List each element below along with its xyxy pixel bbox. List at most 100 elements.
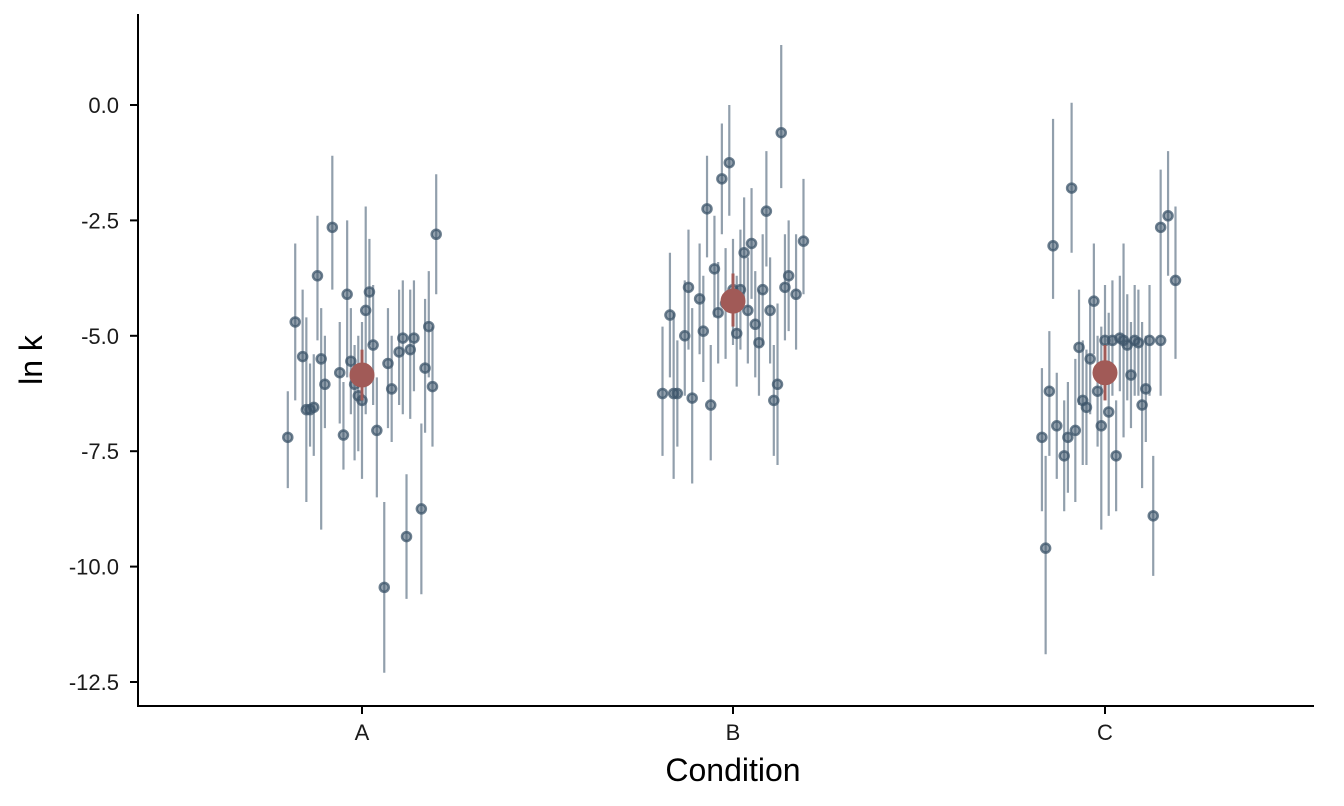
data-point (775, 126, 787, 139)
mean-point (720, 288, 746, 314)
data-point (779, 281, 791, 294)
data-point (1058, 450, 1070, 462)
data-point (712, 306, 724, 319)
data-point (1036, 431, 1048, 444)
data-point (723, 156, 736, 169)
data-point (682, 281, 695, 294)
data-point (742, 304, 754, 317)
data-point (1051, 420, 1063, 432)
data-point (397, 332, 409, 344)
data-point (1039, 542, 1052, 554)
y-tick-label: -7.5 (81, 439, 119, 464)
x-tick-label: C (1097, 720, 1113, 745)
data-point (1154, 334, 1167, 347)
data-point (760, 205, 773, 217)
data-point (430, 228, 442, 240)
data-point (404, 343, 416, 356)
data-point (1169, 274, 1182, 287)
data-point (415, 503, 428, 515)
y-ticks: 0.0 -2.5 -5.0 -7.5 -10.0 -12.5 (69, 93, 138, 695)
data-point (768, 394, 780, 407)
data-point (716, 173, 728, 185)
data-point (363, 286, 376, 298)
data-point (1091, 385, 1104, 397)
data-point (326, 221, 339, 234)
data-point (656, 387, 669, 400)
data-point (782, 270, 795, 282)
data-point (378, 581, 391, 594)
data-point (337, 429, 350, 441)
data-point (756, 283, 769, 296)
data-point (1095, 420, 1108, 432)
data-point (393, 346, 405, 358)
y-tick-label: -2.5 (81, 208, 119, 233)
data-point (289, 316, 301, 328)
data-point (341, 288, 353, 301)
data-point (371, 424, 383, 437)
data-point (385, 383, 398, 395)
data-point (423, 320, 435, 333)
data-point (367, 339, 379, 351)
data-point (797, 235, 810, 247)
data-point (1047, 240, 1059, 252)
data-point (296, 350, 309, 363)
data-point (419, 362, 431, 374)
data-point (1084, 353, 1096, 365)
data-point (1140, 383, 1152, 395)
data-point (1136, 399, 1148, 411)
data-point (311, 270, 324, 282)
data-point (426, 380, 439, 393)
x-tick-label: A (355, 720, 370, 745)
data-point (753, 336, 765, 349)
data-point (315, 353, 327, 365)
data-point (790, 288, 802, 301)
data-point (704, 399, 717, 411)
data-point (408, 332, 420, 344)
data-point (749, 318, 762, 331)
y-axis: 0.0 -2.5 -5.0 -7.5 -10.0 -12.5 (69, 14, 139, 706)
data-point (1154, 221, 1167, 234)
data-point (693, 293, 706, 305)
data-point (771, 378, 784, 391)
x-ticks: A B C (355, 706, 1113, 745)
data-point (686, 392, 698, 404)
mean-point (349, 362, 375, 388)
data-point (679, 330, 691, 342)
data-point (1043, 385, 1056, 397)
y-tick-label: -12.5 (69, 670, 119, 695)
y-tick-label: 0.0 (88, 93, 119, 118)
plot-marks (282, 44, 1182, 673)
data-point (745, 237, 758, 250)
data-point (1073, 341, 1085, 354)
data-point (1147, 510, 1159, 522)
data-point (1114, 332, 1126, 344)
data-point (1065, 182, 1078, 194)
x-tick-label: B (726, 720, 741, 745)
data-point (664, 309, 676, 321)
data-point (345, 355, 357, 367)
data-point (667, 387, 680, 400)
data-point (1076, 394, 1089, 407)
data-point (697, 325, 710, 337)
data-point (1162, 210, 1174, 222)
data-point (1128, 334, 1141, 347)
data-point (764, 304, 776, 317)
data-point (1125, 369, 1137, 381)
data-point (282, 431, 294, 444)
data-point (359, 304, 372, 317)
data-point (708, 263, 721, 275)
data-point (333, 366, 346, 379)
data-point (1062, 431, 1074, 444)
mean-point (1092, 360, 1118, 386)
x-axis-title: Condition (665, 752, 800, 788)
data-point (730, 327, 743, 340)
data-point (1143, 334, 1156, 347)
data-point (1110, 450, 1122, 462)
data-point (308, 401, 320, 414)
y-tick-label: -10.0 (69, 555, 119, 580)
y-tick-label: -5.0 (81, 324, 119, 349)
y-axis-title: ln k (13, 334, 49, 385)
x-axis: A B C (137, 705, 1314, 745)
data-point (1088, 295, 1100, 307)
data-point (1102, 406, 1115, 418)
